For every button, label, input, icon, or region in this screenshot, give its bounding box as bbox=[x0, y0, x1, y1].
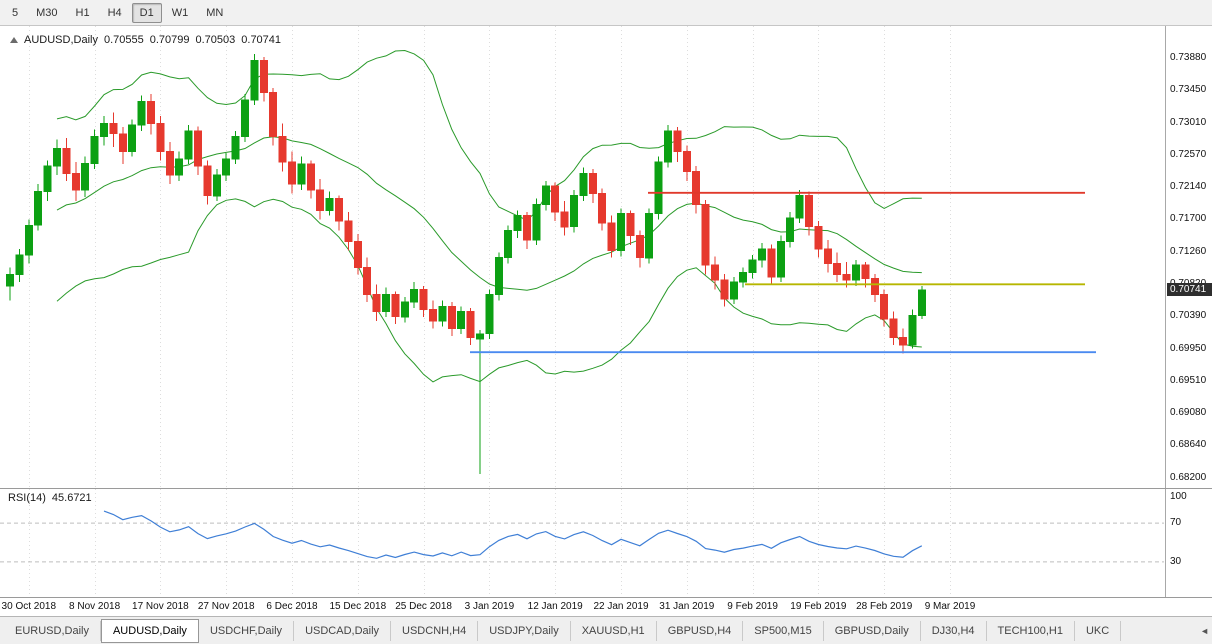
date-tick-label: 19 Feb 2019 bbox=[790, 601, 847, 612]
rsi-header: RSI(14) 45.6721 bbox=[8, 492, 92, 504]
ohlc-low: 0.70503 bbox=[195, 34, 236, 46]
chart-symbol-period: AUDUSD,Daily bbox=[24, 34, 98, 46]
date-tick-label: 25 Dec 2018 bbox=[395, 601, 452, 612]
price-tick-label: 0.70390 bbox=[1170, 310, 1207, 322]
price-tick-label: 0.71700 bbox=[1170, 213, 1207, 225]
date-tick-label: 30 Oct 2018 bbox=[1, 601, 57, 612]
price-tick-label: 0.72570 bbox=[1170, 149, 1207, 161]
tab-ukc[interactable]: UKC bbox=[1075, 620, 1122, 641]
price-tick-label: 0.69510 bbox=[1170, 374, 1207, 386]
date-tick-label: 9 Feb 2019 bbox=[727, 601, 778, 612]
ohlc-close: 0.70741 bbox=[241, 34, 282, 46]
tab-sp500-m15[interactable]: SP500,M15 bbox=[743, 620, 824, 641]
price-tick-label: 0.73450 bbox=[1170, 84, 1207, 96]
tab-gbpusd-h4[interactable]: GBPUSD,H4 bbox=[657, 620, 744, 641]
current-price-badge: 0.70741 bbox=[1167, 283, 1212, 297]
tab-usdjpy-daily[interactable]: USDJPY,Daily bbox=[478, 620, 571, 641]
price-chart-canvas[interactable] bbox=[0, 26, 1164, 488]
rsi-axis-label: 30 bbox=[1170, 555, 1182, 567]
tab-xauusd-h1[interactable]: XAUUSD,H1 bbox=[571, 620, 657, 641]
candles[interactable] bbox=[6, 54, 926, 474]
date-tick-label: 3 Jan 2019 bbox=[464, 601, 515, 612]
date-tick-label: 8 Nov 2018 bbox=[69, 601, 121, 612]
price-tick-label: 0.71260 bbox=[1170, 245, 1207, 257]
price-tick-label: 0.72140 bbox=[1170, 180, 1207, 192]
date-tick-label: 9 Mar 2019 bbox=[924, 601, 976, 612]
date-tick-label: 17 Nov 2018 bbox=[132, 601, 189, 612]
date-tick-label: 22 Jan 2019 bbox=[593, 601, 649, 612]
date-tick-label: 15 Dec 2018 bbox=[329, 601, 387, 612]
timeframe-button-mn[interactable]: MN bbox=[206, 6, 224, 19]
chart-ohlc-header: AUDUSD,Daily 0.70555 0.70799 0.70503 0.7… bbox=[10, 34, 281, 46]
date-tick-label: 31 Jan 2019 bbox=[659, 601, 715, 612]
rsi-label: RSI(14) bbox=[8, 492, 46, 504]
ohlc-high: 0.70799 bbox=[149, 34, 190, 46]
main-chart-panel: AUDUSD,Daily 0.70555 0.70799 0.70503 0.7… bbox=[0, 26, 1212, 488]
rsi-chart-canvas[interactable] bbox=[0, 489, 1164, 598]
timeframe-button-h1[interactable]: H1 bbox=[75, 6, 90, 19]
timeframe-button-m30[interactable]: M30 bbox=[36, 6, 58, 19]
rsi-axis[interactable]: 100 70 30 bbox=[1165, 489, 1212, 598]
tab-usdcad-daily[interactable]: USDCAD,Daily bbox=[294, 620, 392, 641]
price-axis[interactable]: 0.70741 0.73880 0.73450 0.73010 0.72570 0.72… bbox=[1165, 26, 1212, 488]
bollinger-lower-band bbox=[56, 198, 922, 383]
timeframe-button-d1[interactable]: D1 bbox=[131, 2, 162, 23]
rsi-grid-lines bbox=[29, 489, 951, 598]
price-tick-label: 0.73010 bbox=[1170, 116, 1207, 128]
date-tick-label: 27 Nov 2018 bbox=[197, 601, 255, 612]
timeframe-button-w1[interactable]: W1 bbox=[171, 6, 189, 19]
price-tick-label: 0.68640 bbox=[1170, 439, 1207, 451]
tab-audusd-daily[interactable]: AUDUSD,Daily bbox=[100, 618, 199, 643]
ohlc-open: 0.70555 bbox=[103, 34, 144, 46]
rsi-axis-label: 100 bbox=[1170, 491, 1187, 502]
timeframe-button-h4[interactable]: H4 bbox=[107, 6, 122, 19]
tab-usdcnh-h4[interactable]: USDCNH,H4 bbox=[391, 620, 479, 641]
bollinger-upper-band bbox=[56, 49, 922, 221]
rsi-line bbox=[103, 510, 923, 559]
chart-tab-bar: ◄ EURUSD,Daily AUDUSD,Daily USDCHF,Daily US… bbox=[0, 616, 1212, 644]
rsi-indicator-panel: RSI(14) 45.6721 100 70 30 bbox=[0, 488, 1212, 598]
bollinger-middle-band bbox=[56, 136, 922, 291]
timeframe-button-5[interactable]: 5 bbox=[12, 6, 19, 19]
price-tick-label: 0.69080 bbox=[1170, 406, 1207, 418]
time-axis[interactable]: 30 Oct 2018 8 Nov 2018 17 Nov 2018 27 Nov 2… bbox=[0, 597, 1212, 617]
tab-gbpusd-daily[interactable]: GBPUSD,Daily bbox=[824, 620, 921, 641]
tab-tech100-h1[interactable]: TECH100,H1 bbox=[987, 620, 1075, 641]
chart-symbol-icon bbox=[10, 37, 18, 43]
date-tick-label: 6 Dec 2018 bbox=[266, 601, 318, 612]
tab-scroll-left-icon[interactable]: ◄ bbox=[1200, 626, 1209, 636]
price-tick-label: 0.69950 bbox=[1170, 342, 1207, 354]
rsi-axis-label: 70 bbox=[1170, 517, 1182, 529]
tab-dj30-h4[interactable]: DJ30,H4 bbox=[921, 620, 987, 641]
rsi-value: 45.6721 bbox=[51, 492, 92, 504]
price-tick-label: 0.68200 bbox=[1170, 471, 1207, 483]
grid-lines bbox=[29, 26, 951, 488]
date-tick-label: 28 Feb 2019 bbox=[856, 601, 913, 612]
timeframe-toolbar: 5 M30 H1 H4 D1 W1 MN bbox=[0, 0, 1212, 26]
price-tick-label: 0.73880 bbox=[1170, 52, 1207, 64]
date-tick-label: 12 Jan 2019 bbox=[527, 601, 583, 612]
tab-eurusd-daily[interactable]: EURUSD,Daily bbox=[4, 620, 101, 641]
tab-usdchf-daily[interactable]: USDCHF,Daily bbox=[199, 620, 295, 641]
